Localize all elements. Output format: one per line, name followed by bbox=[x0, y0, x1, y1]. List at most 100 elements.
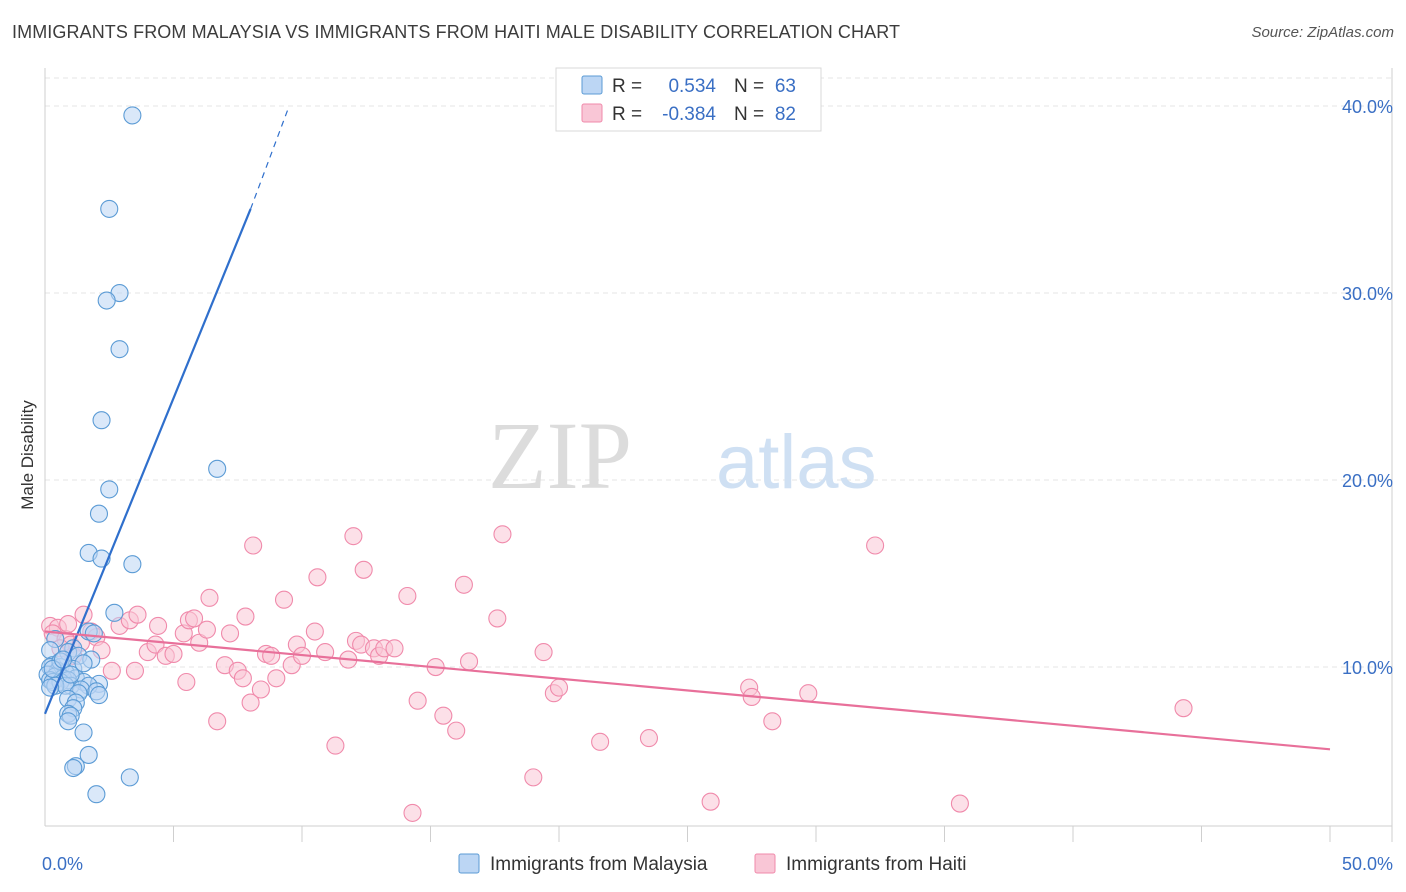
haiti-point bbox=[549, 678, 569, 697]
haiti-point bbox=[251, 680, 270, 699]
haiti-point bbox=[262, 646, 281, 665]
watermark-zip: ZIP bbox=[488, 402, 632, 509]
stats-swatch-malaysia bbox=[581, 75, 603, 95]
source-label: Source: ZipAtlas.com bbox=[1251, 24, 1394, 41]
haiti-point bbox=[241, 693, 260, 712]
haiti-point bbox=[149, 616, 168, 635]
x-tick-label-start: 0.0% bbox=[42, 854, 83, 874]
y-tick-label: 30.0% bbox=[1342, 284, 1393, 304]
x-tick-label-end: 50.0% bbox=[1342, 854, 1393, 874]
y-tick-label: 40.0% bbox=[1342, 97, 1393, 117]
malaysia-point bbox=[61, 665, 80, 684]
legend-label-malaysia: Immigrants from Malaysia bbox=[490, 854, 708, 875]
malaysia-point bbox=[79, 745, 98, 764]
stats-r-value-haiti: -0.384 bbox=[662, 104, 716, 125]
haiti-point bbox=[447, 721, 466, 740]
haiti-point bbox=[125, 661, 144, 680]
haiti-point bbox=[385, 639, 404, 658]
haiti-point bbox=[493, 525, 512, 544]
haiti-point bbox=[488, 609, 507, 628]
haiti-point bbox=[344, 527, 363, 546]
legend-swatch-haiti bbox=[754, 853, 776, 874]
malaysia-point bbox=[120, 768, 139, 787]
stats-n-value-malaysia: 63 bbox=[775, 76, 796, 97]
haiti-point bbox=[102, 661, 121, 680]
stats-r-label-haiti: R = bbox=[612, 104, 642, 125]
y-tick-label: 10.0% bbox=[1342, 658, 1393, 678]
watermark: ZIP atlas bbox=[488, 402, 877, 509]
malaysia-point bbox=[74, 723, 93, 742]
haiti-point bbox=[950, 794, 969, 813]
stats-n-label-haiti: N = bbox=[734, 104, 764, 125]
haiti-point bbox=[799, 684, 818, 703]
y-tick-label: 20.0% bbox=[1342, 471, 1393, 491]
haiti-point bbox=[197, 620, 216, 639]
malaysia-point bbox=[100, 199, 119, 218]
trend-layer bbox=[43, 105, 1331, 751]
haiti-point bbox=[354, 560, 373, 579]
malaysia-point bbox=[87, 785, 106, 804]
watermark-atlas: atlas bbox=[716, 420, 877, 505]
tick-labels: 10.0% 20.0% 30.0% 40.0% 0.0% 50.0% bbox=[42, 97, 1393, 874]
malaysia-point bbox=[84, 624, 103, 643]
haiti-point bbox=[524, 768, 543, 787]
malaysia-point bbox=[110, 340, 129, 359]
haiti-point bbox=[308, 568, 327, 587]
haiti-point bbox=[220, 624, 240, 643]
haiti-point bbox=[236, 607, 255, 626]
malaysia-point bbox=[59, 712, 78, 731]
haiti-point bbox=[866, 536, 885, 555]
haiti-point bbox=[128, 605, 147, 624]
haiti-point bbox=[59, 614, 78, 634]
haiti-point bbox=[1174, 699, 1193, 718]
stats-swatch-haiti bbox=[581, 103, 603, 123]
malaysia-point bbox=[208, 459, 227, 478]
stats-legend: R = 0.534 N = 63 R = -0.384 N = 82 bbox=[555, 67, 822, 132]
malaysia-point bbox=[123, 106, 142, 125]
haiti-point bbox=[267, 669, 286, 688]
malaysia-point bbox=[89, 504, 109, 523]
haiti-point bbox=[434, 706, 453, 725]
malaysia-trend-extension bbox=[250, 105, 290, 210]
legend-swatch-malaysia bbox=[458, 853, 480, 874]
haiti-point bbox=[763, 712, 782, 731]
axis-layer bbox=[44, 68, 1393, 842]
haiti-point bbox=[408, 691, 427, 710]
grid-layer bbox=[45, 77, 1392, 668]
haiti-point bbox=[398, 586, 417, 606]
haiti-point bbox=[244, 536, 263, 555]
series-legend: Immigrants from Malaysia Immigrants from… bbox=[458, 853, 967, 875]
malaysia-trend-line bbox=[43, 208, 252, 715]
haiti-point bbox=[639, 729, 659, 748]
stats-n-value-haiti: 82 bbox=[775, 104, 796, 125]
stats-r-label-malaysia: R = bbox=[612, 76, 642, 97]
haiti-point bbox=[200, 588, 219, 607]
haiti-point bbox=[534, 643, 553, 662]
haiti-point bbox=[591, 732, 610, 751]
malaysia-point bbox=[89, 686, 109, 705]
malaysia-point bbox=[100, 480, 119, 499]
stats-r-value-malaysia: 0.534 bbox=[668, 76, 716, 97]
haiti-point bbox=[233, 669, 252, 688]
haiti-point bbox=[177, 672, 196, 692]
malaysia-point bbox=[92, 411, 111, 430]
malaysia-point bbox=[105, 603, 124, 622]
haiti-trend-line bbox=[44, 630, 1331, 751]
haiti-point bbox=[164, 644, 183, 664]
haiti-point bbox=[459, 652, 479, 671]
malaysia-point bbox=[123, 555, 142, 574]
haiti-point bbox=[701, 792, 720, 811]
malaysia-points bbox=[38, 106, 227, 804]
haiti-point bbox=[274, 590, 294, 609]
malaysia-point bbox=[74, 654, 93, 673]
malaysia-point bbox=[64, 758, 83, 778]
chart-title: IMMIGRANTS FROM MALAYSIA VS IMMIGRANTS F… bbox=[12, 22, 901, 42]
legend-label-haiti: Immigrants from Haiti bbox=[786, 854, 967, 875]
haiti-points bbox=[41, 525, 1193, 822]
haiti-point bbox=[305, 622, 324, 641]
haiti-point bbox=[403, 803, 422, 822]
haiti-point bbox=[208, 712, 227, 731]
haiti-point bbox=[326, 736, 345, 755]
haiti-point bbox=[454, 575, 473, 594]
